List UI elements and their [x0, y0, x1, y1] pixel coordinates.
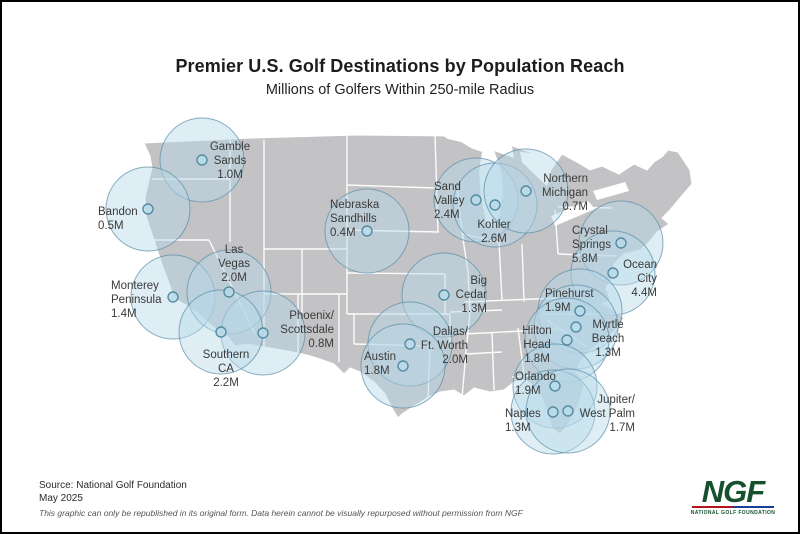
destination-label: Naples 1.3M	[505, 408, 541, 434]
destination-marker	[361, 225, 373, 237]
state-border-line	[463, 328, 563, 335]
footer-date: May 2025	[39, 493, 83, 504]
destination-marker	[196, 154, 208, 166]
destination-marker	[607, 267, 619, 279]
us-map-outline	[143, 134, 693, 435]
state-border-line	[427, 345, 431, 399]
state-border-line	[521, 243, 525, 303]
destination-marker	[549, 380, 561, 392]
state-border-line	[465, 351, 503, 355]
destination-marker	[397, 360, 409, 372]
destination-marker	[438, 289, 450, 301]
destination-marker	[489, 199, 501, 211]
ngf-logo: NGF NATIONAL GOLF FOUNDATION	[690, 474, 776, 516]
destination-label: Pinehurst 1.9M	[545, 288, 594, 314]
footer-disclaimer: This graphic can only be republished in …	[39, 508, 523, 518]
page-title: Premier U.S. Golf Destinations by Popula…	[175, 56, 625, 76]
destination-label: Myrtle Beach 1.3M	[592, 319, 625, 359]
destination-label: Kohler 2.6M	[477, 219, 510, 245]
destination-label: Nebraska Sandhills 0.4M	[330, 199, 380, 239]
destination-label: Austin 1.8M	[364, 351, 396, 377]
destination-label: Monterey Peninsula 1.4M	[111, 280, 162, 320]
footer: Source: National Golf Foundation May 202…	[39, 479, 523, 518]
destination-marker	[404, 338, 416, 350]
destination-label: Big Cedar 1.3M	[456, 275, 487, 315]
state-border-line	[546, 319, 588, 348]
destination-marker	[574, 305, 586, 317]
state-border-line	[511, 369, 581, 378]
destination-marker	[547, 406, 559, 418]
great-lake	[442, 135, 514, 158]
destination-label: Dallas/Ft. Worth 2.0M	[421, 326, 469, 366]
destination-label: Orlando 1.9M	[515, 371, 556, 397]
state-border-line	[456, 187, 471, 399]
destination-label: Northern Michigan 0.7M	[542, 173, 588, 213]
state-border-line	[498, 241, 503, 301]
page-subtitle: Millions of Golfers Within 250-mile Radi…	[265, 82, 535, 98]
state-border-line	[449, 309, 503, 313]
destination-label: Phoenix/Scottsdale 0.8M	[280, 310, 334, 350]
destination-label: Crystal Springs 5.8M	[572, 225, 611, 265]
destination-label: Sand Valley 2.4M	[434, 181, 465, 221]
destination-marker	[167, 291, 179, 303]
destination-label: Las Vegas 2.0M	[218, 244, 250, 284]
state-border-line	[517, 327, 527, 391]
state-border-line	[557, 253, 617, 257]
great-lake	[551, 201, 595, 226]
great-lake	[520, 152, 551, 186]
destination-marker	[223, 286, 235, 298]
destination-marker	[562, 405, 574, 417]
state-border-line	[461, 233, 500, 243]
state-border-line	[208, 239, 256, 335]
destination-label: Bandon 0.5M	[98, 206, 138, 232]
ngf-logo-stripe	[692, 506, 774, 508]
destination-marker	[470, 194, 482, 206]
destination-marker	[520, 185, 532, 197]
destination-marker	[257, 327, 269, 339]
state-border-line	[434, 134, 439, 233]
destination-label: Hilton Head 1.8M	[522, 325, 551, 365]
state-border-line	[491, 331, 495, 391]
state-border-line	[346, 184, 436, 189]
ngf-logo-subtext: NATIONAL GOLF FOUNDATION	[690, 510, 776, 516]
destination-label: Jupiter/West Palm 1.7M	[580, 394, 636, 434]
great-lake	[593, 182, 629, 200]
destination-marker	[615, 237, 627, 249]
destination-marker	[215, 326, 227, 338]
destination-label: Southern CA 2.2M	[203, 349, 250, 389]
footer-source: Source: National Golf Foundation	[39, 480, 187, 491]
ngf-logo-text: NGF	[701, 474, 765, 509]
destination-label: Ocean City 4.4M	[623, 259, 657, 299]
state-border-line	[463, 297, 559, 303]
destination-marker	[142, 203, 154, 215]
destination-marker	[561, 334, 573, 346]
destination-label: Gamble Sands 1.0M	[210, 141, 250, 181]
destination-marker	[570, 321, 582, 333]
